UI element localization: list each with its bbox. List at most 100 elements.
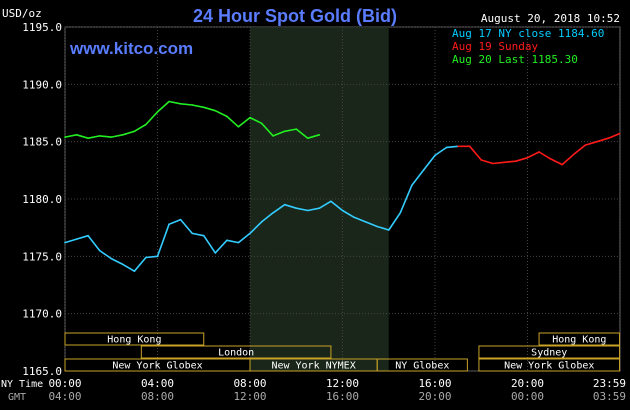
data-point bbox=[526, 156, 529, 159]
watermark-url: www.kitco.com bbox=[69, 39, 193, 58]
x-axis: NY Time GMT 00:0004:0004:0008:0008:0012:… bbox=[1, 377, 626, 403]
data-point bbox=[561, 163, 563, 166]
legend-item-aug17: Aug 17 NY close 1184.60 bbox=[452, 27, 604, 40]
y-tick-label: 1175.0 bbox=[22, 250, 62, 263]
data-point bbox=[457, 145, 459, 148]
data-point bbox=[191, 104, 193, 106]
data-point bbox=[122, 133, 124, 136]
data-point bbox=[179, 218, 182, 221]
data-point bbox=[318, 133, 321, 136]
data-point bbox=[480, 159, 483, 161]
session-label: Hong Kong bbox=[552, 335, 606, 346]
data-point bbox=[156, 255, 159, 258]
data-point bbox=[260, 122, 263, 125]
data-point bbox=[307, 209, 309, 212]
trading-sessions: Hong Kong Hong Kong London Sydney New York G… bbox=[64, 332, 621, 372]
data-point bbox=[214, 109, 217, 112]
data-point bbox=[75, 238, 78, 240]
session-label: New York Globex bbox=[504, 361, 594, 372]
x-tick-label-ny: 12:00 bbox=[326, 377, 359, 390]
data-point bbox=[226, 239, 228, 242]
data-point bbox=[503, 161, 506, 164]
data-point bbox=[318, 207, 321, 209]
y-tick-label: 1185.0 bbox=[22, 136, 62, 149]
x-tick-label-gmt: 03:59 bbox=[593, 390, 626, 403]
x-tick-label-gmt: 12:00 bbox=[233, 390, 266, 403]
legend-item-aug20: Aug 20 Last 1185.30 bbox=[452, 53, 578, 66]
data-point bbox=[272, 135, 274, 137]
y-tick-label: 1170.0 bbox=[22, 308, 62, 321]
data-point bbox=[237, 241, 240, 244]
y-tick-label: 1190.0 bbox=[22, 78, 62, 91]
data-point bbox=[445, 146, 448, 149]
data-point bbox=[341, 209, 344, 212]
session-label: New York Globex bbox=[112, 361, 202, 372]
session-bar bbox=[64, 332, 205, 346]
data-point bbox=[538, 151, 540, 153]
data-point bbox=[133, 270, 136, 273]
data-point bbox=[214, 252, 217, 254]
data-point bbox=[249, 232, 251, 235]
data-point bbox=[353, 216, 355, 219]
session-label: NY Globex bbox=[395, 361, 449, 372]
x-tick-label-gmt: 08:00 bbox=[141, 390, 174, 403]
session-bar bbox=[478, 345, 621, 359]
data-point bbox=[64, 136, 66, 138]
data-point bbox=[64, 241, 66, 244]
data-point bbox=[168, 100, 170, 103]
data-point bbox=[572, 153, 575, 156]
timestamp: August 20, 2018 10:52 bbox=[481, 12, 620, 25]
y-tick-label: 1180.0 bbox=[22, 193, 62, 206]
data-point bbox=[110, 136, 113, 138]
x-tick-label-ny: 08:00 bbox=[233, 377, 266, 390]
data-point bbox=[75, 133, 78, 136]
data-point bbox=[492, 162, 494, 165]
chart-title: 24 Hour Spot Gold (Bid) bbox=[193, 6, 397, 26]
y-axis: 1195.0 1190.0 1185.0 1180.0 1175.0 1170.0 1165… bbox=[22, 21, 62, 378]
legend: Aug 17 NY close 1184.60 Aug 19 Sunday Au… bbox=[452, 27, 604, 66]
data-point bbox=[515, 160, 517, 162]
data-point bbox=[468, 145, 471, 148]
data-point bbox=[249, 116, 251, 119]
nymex-session-shade bbox=[250, 27, 389, 371]
data-point bbox=[549, 158, 552, 160]
x-tick-label-gmt: 00:00 bbox=[511, 390, 544, 403]
x-axis-gmt-label: GMT bbox=[8, 392, 26, 403]
data-point bbox=[202, 106, 205, 109]
x-tick-label-ny: 20:00 bbox=[511, 377, 544, 390]
data-point bbox=[330, 200, 332, 203]
session-label: New York NYMEX bbox=[271, 361, 355, 372]
data-point bbox=[295, 128, 298, 130]
x-tick-label-gmt: 20:00 bbox=[418, 390, 451, 403]
x-tick-label-gmt: 16:00 bbox=[326, 390, 359, 403]
data-point bbox=[98, 135, 101, 137]
session-bar bbox=[376, 358, 468, 372]
data-point bbox=[110, 257, 113, 260]
price-series bbox=[64, 100, 621, 273]
shaded-region bbox=[250, 27, 389, 371]
data-point bbox=[607, 137, 610, 140]
data-point bbox=[98, 249, 101, 252]
data-point bbox=[387, 229, 390, 231]
session-bar bbox=[140, 345, 332, 359]
legend-item-aug19: Aug 19 Sunday bbox=[452, 40, 538, 53]
data-point bbox=[307, 137, 309, 140]
x-tick-label-ny: 23:59 bbox=[593, 377, 626, 390]
session-label: Hong Kong bbox=[107, 335, 161, 346]
data-point bbox=[122, 263, 124, 266]
data-point bbox=[364, 221, 367, 223]
data-point bbox=[272, 211, 274, 214]
x-tick-label-ny: 04:00 bbox=[141, 377, 174, 390]
data-point bbox=[156, 111, 159, 113]
data-point bbox=[168, 223, 170, 226]
data-point bbox=[87, 137, 89, 140]
data-point bbox=[584, 144, 587, 146]
session-bar bbox=[538, 332, 621, 346]
data-point bbox=[596, 140, 598, 143]
data-point bbox=[179, 103, 182, 105]
data-point bbox=[145, 123, 147, 126]
data-point bbox=[422, 169, 425, 172]
data-point bbox=[87, 234, 89, 237]
y-tick-label: 1165.0 bbox=[22, 365, 62, 378]
x-tick-label-gmt: 04:00 bbox=[48, 390, 81, 403]
